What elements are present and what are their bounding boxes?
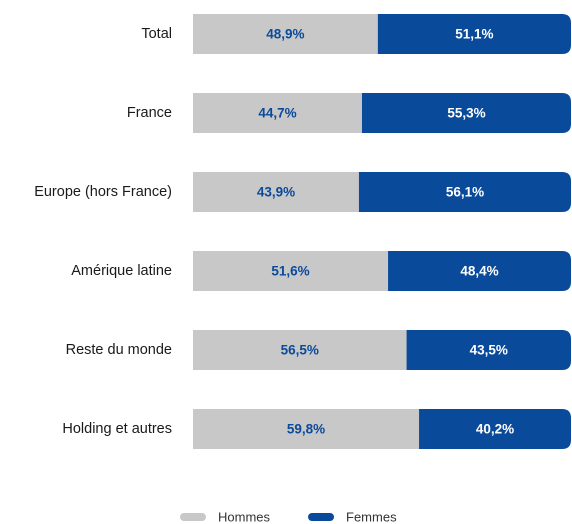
legend-label: Femmes [346, 509, 397, 524]
value-label: 56,5% [281, 343, 319, 358]
category-label: Holding et autres [62, 421, 172, 437]
category-label: Total [141, 26, 172, 42]
bar-segment [193, 172, 359, 212]
category-label: Europe (hors France) [34, 184, 172, 200]
legend-label: Hommes [218, 509, 271, 524]
bar-segment [358, 172, 571, 212]
value-label: 43,9% [257, 185, 295, 200]
category-label: France [127, 105, 172, 121]
bar-segment [193, 330, 407, 370]
value-label: 59,8% [287, 422, 325, 437]
legend-swatch [308, 513, 335, 521]
bar-segment [377, 14, 571, 54]
value-label: 51,1% [455, 27, 493, 42]
bar-segment [419, 409, 571, 449]
value-label: 56,1% [446, 185, 484, 200]
value-label: 51,6% [271, 264, 309, 279]
bar-segment [193, 93, 362, 133]
bar-segment [388, 251, 571, 291]
bar-segment [361, 93, 571, 133]
bar-segment [193, 409, 420, 449]
bar-segment [406, 330, 571, 370]
category-label: Amérique latine [71, 263, 172, 279]
category-label: Reste du monde [66, 342, 172, 358]
value-label: 40,2% [476, 422, 514, 437]
value-label: 43,5% [470, 343, 508, 358]
bar-segment [193, 251, 389, 291]
value-label: 48,4% [460, 264, 498, 279]
legend-swatch [180, 513, 206, 521]
value-label: 44,7% [258, 106, 296, 121]
bar-segment [193, 14, 378, 54]
value-label: 55,3% [447, 106, 485, 121]
value-label: 48,9% [266, 27, 304, 42]
